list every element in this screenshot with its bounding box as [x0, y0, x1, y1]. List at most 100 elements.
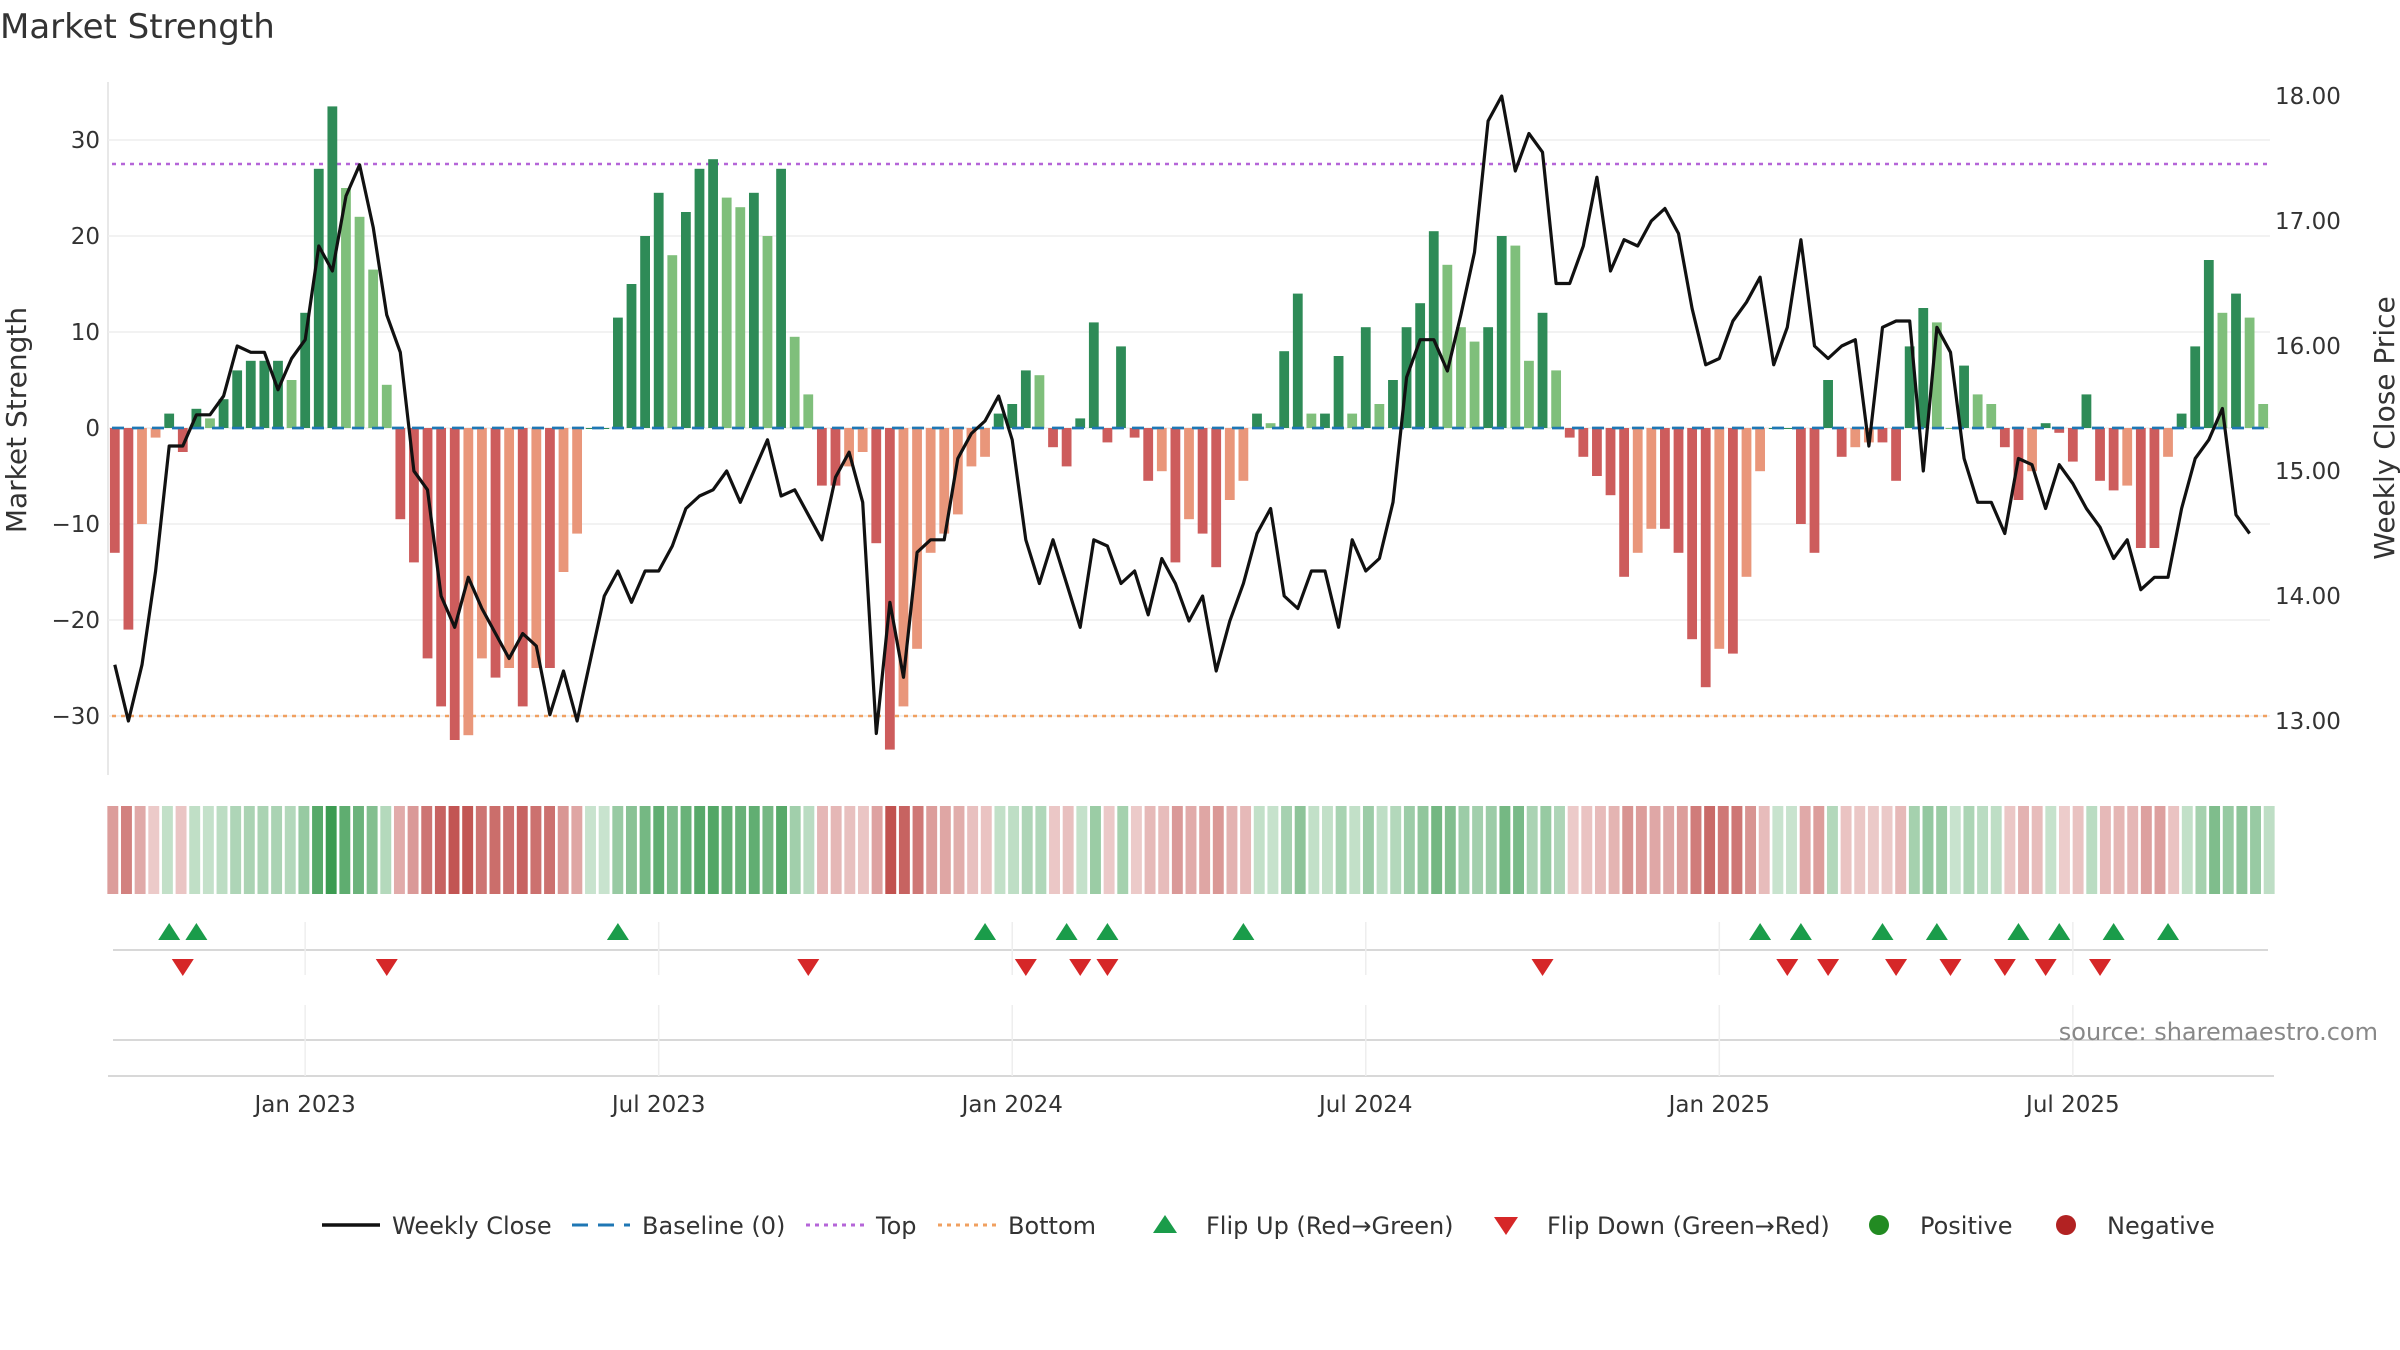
- strength-bar-55: [857, 428, 868, 452]
- strength-bar-4: [164, 413, 175, 428]
- strength-bar-126: [1823, 380, 1833, 428]
- heat-cell-81: [1212, 806, 1224, 894]
- strength-bar-11: [259, 360, 270, 428]
- heat-cell-154: [2209, 806, 2221, 894]
- heat-cell-67: [1021, 806, 1033, 894]
- strength-bar-38: [626, 284, 637, 428]
- flip-up-marker-0: [158, 923, 181, 940]
- heat-cell-16: [325, 806, 337, 894]
- legend-label-flip_down: Flip Down (Green→Red): [1547, 1212, 1830, 1240]
- strength-bar-59: [912, 428, 922, 649]
- heat-cell-102: [1499, 806, 1511, 894]
- strength-bar-22: [409, 428, 419, 563]
- strength-bar-108: [1578, 428, 1589, 457]
- heat-cell-149: [2140, 806, 2152, 894]
- right-tick-4: 14.00: [2275, 584, 2341, 610]
- strength-bar-33: [558, 428, 569, 572]
- strength-bar-70: [1061, 428, 1072, 467]
- strength-bar-14: [300, 312, 311, 428]
- flip-up-marker-9: [1871, 923, 1894, 940]
- strength-bar-23: [422, 428, 433, 659]
- heat-cell-83: [1240, 806, 1252, 894]
- heat-cell-46: [735, 806, 747, 894]
- strength-bar-148: [2122, 428, 2133, 486]
- strength-bar-143: [2054, 428, 2065, 433]
- right-tick-2: 16.00: [2275, 334, 2341, 360]
- heat-cell-108: [1581, 806, 1593, 894]
- strength-bar-37: [613, 317, 623, 428]
- strength-bar-21: [395, 428, 406, 520]
- strength-bar-92: [1360, 327, 1371, 428]
- x-tick-2: Jan 2024: [960, 1092, 1063, 1118]
- strength-bar-68: [1034, 375, 1045, 428]
- strength-bar-19: [368, 269, 379, 428]
- heat-cell-41: [666, 806, 678, 894]
- strength-bar-86: [1279, 351, 1290, 428]
- flip-down-marker-5: [1096, 959, 1119, 976]
- heat-cell-133: [1922, 806, 1934, 894]
- legend-item-negative: Negative: [2056, 1212, 2215, 1240]
- heat-cell-64: [980, 806, 992, 894]
- strength-bar-116: [1687, 428, 1698, 640]
- flip-up-marker-12: [2048, 923, 2071, 940]
- flip-down-marker-10: [1939, 959, 1962, 976]
- strength-bar-56: [871, 428, 882, 544]
- source-credit: source: sharemaestro.com: [2059, 1018, 2378, 1046]
- legend-item-baseline: Baseline (0): [572, 1212, 785, 1240]
- heat-cell-89: [1322, 806, 1333, 894]
- heat-cell-127: [1840, 806, 1852, 894]
- flip-down-marker-8: [1817, 959, 1840, 976]
- heat-cell-42: [680, 806, 692, 894]
- heat-cell-126: [1826, 806, 1838, 894]
- heat-cell-25: [448, 806, 460, 894]
- heat-cell-87: [1294, 806, 1306, 894]
- heat-cell-26: [462, 806, 474, 894]
- heat-cell-12: [271, 806, 283, 894]
- right-tick-5: 13.00: [2275, 709, 2341, 735]
- heat-cell-144: [2072, 806, 2084, 894]
- strength-bar-54: [844, 428, 854, 467]
- heat-cell-156: [2236, 806, 2248, 894]
- strength-bar-104: [1524, 360, 1534, 428]
- strength-bar-98: [1442, 264, 1453, 428]
- heat-cell-91: [1349, 806, 1361, 894]
- legend-label-baseline: Baseline (0): [642, 1212, 785, 1240]
- strength-bar-50: [789, 336, 800, 428]
- flip-down-marker-4: [1069, 959, 1092, 976]
- flip-down-marker-2: [797, 959, 820, 976]
- heat-cell-147: [2113, 806, 2125, 894]
- strength-bar-41: [667, 255, 678, 428]
- strength-bar-115: [1673, 428, 1684, 553]
- heat-cell-105: [1540, 806, 1552, 894]
- heat-cell-84: [1253, 806, 1265, 894]
- heat-cell-48: [762, 806, 774, 894]
- heat-cell-143: [2059, 806, 2070, 894]
- heat-cell-36: [598, 806, 610, 894]
- strength-bar-48: [762, 236, 773, 428]
- strength-bar-62: [952, 428, 963, 515]
- flip-up-marker-2: [606, 923, 629, 940]
- flip-up-marker-10: [1925, 923, 1948, 940]
- right-tick-0: 18.00: [2275, 84, 2341, 110]
- strength-bar-142: [2040, 423, 2051, 428]
- heat-cell-20: [380, 806, 392, 894]
- heat-cell-129: [1867, 806, 1879, 894]
- heat-cell-49: [776, 806, 788, 894]
- strength-bar-81: [1211, 428, 1222, 568]
- heat-cell-39: [639, 806, 651, 894]
- heat-cell-128: [1854, 806, 1866, 894]
- heat-cell-55: [857, 806, 869, 894]
- heat-cell-72: [1090, 806, 1101, 894]
- heat-cell-50: [789, 806, 801, 894]
- heat-cell-47: [748, 806, 760, 894]
- heat-cell-59: [912, 806, 924, 894]
- strength-bar-154: [2203, 260, 2214, 428]
- strength-bar-65: [993, 413, 1004, 428]
- strength-bar-29: [504, 428, 515, 668]
- heat-cell-122: [1772, 806, 1784, 894]
- strength-bar-53: [830, 428, 841, 486]
- heat-cell-56: [871, 806, 883, 894]
- heat-cell-110: [1608, 806, 1620, 894]
- strength-bar-100: [1469, 341, 1480, 428]
- legend-item-top: Top: [806, 1212, 917, 1240]
